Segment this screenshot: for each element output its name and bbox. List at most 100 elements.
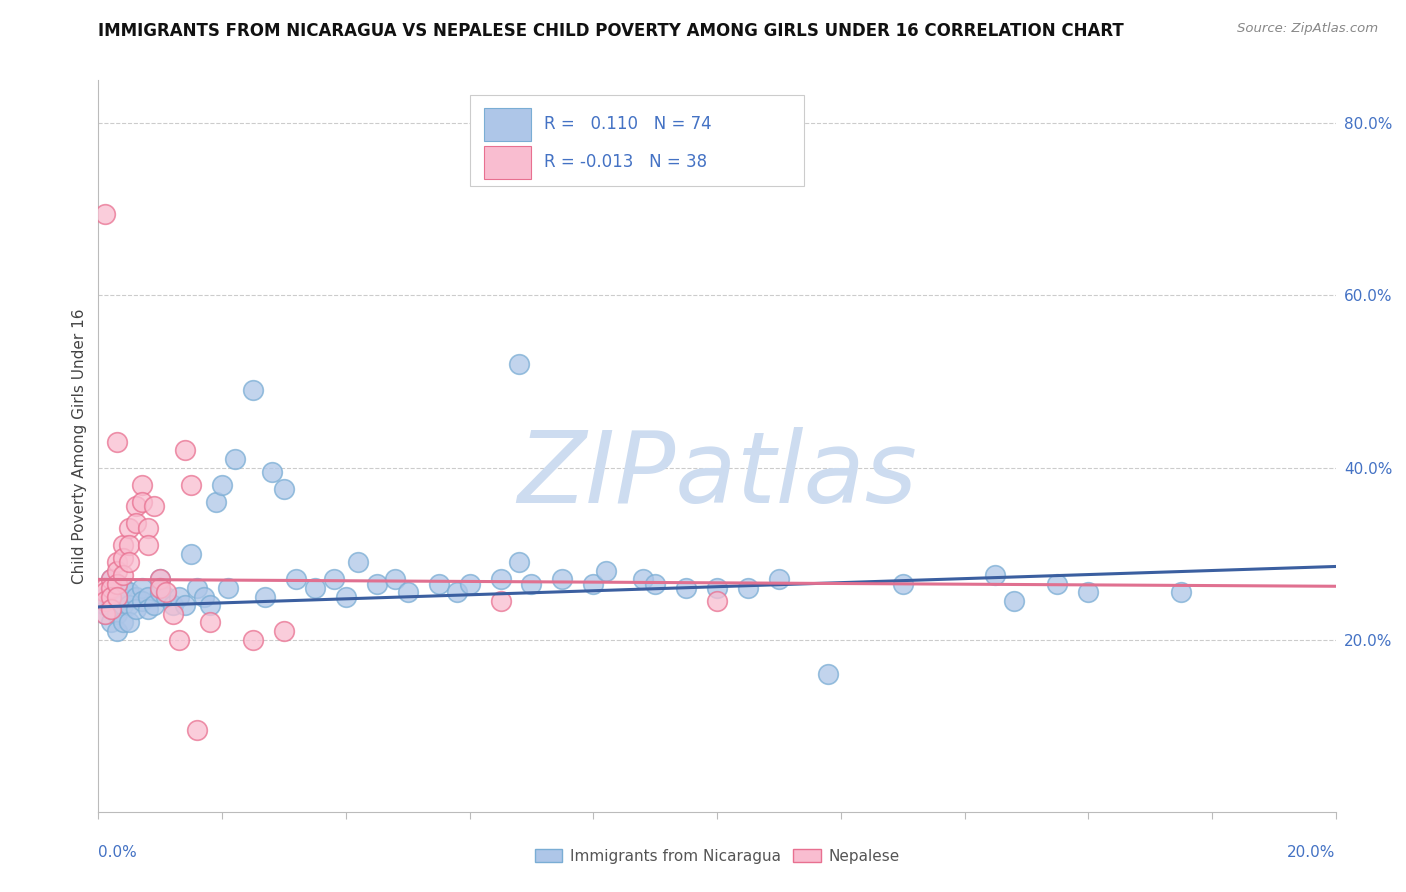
Point xyxy=(118,521,141,535)
Point xyxy=(93,581,115,595)
Point xyxy=(124,602,146,616)
Point xyxy=(174,598,197,612)
Text: R =   0.110   N = 74: R = 0.110 N = 74 xyxy=(544,115,711,133)
Point xyxy=(186,581,208,595)
Point xyxy=(508,357,530,371)
Point xyxy=(520,576,543,591)
Point xyxy=(631,573,654,587)
Point xyxy=(347,555,370,569)
Point xyxy=(706,594,728,608)
Point xyxy=(118,585,141,599)
Point xyxy=(93,585,115,599)
Point xyxy=(198,615,221,630)
Point xyxy=(489,573,512,587)
Point xyxy=(112,568,135,582)
Point xyxy=(273,482,295,496)
Point xyxy=(446,585,468,599)
Point xyxy=(582,576,605,591)
Point xyxy=(242,632,264,647)
Point xyxy=(217,581,239,595)
Point xyxy=(551,573,574,587)
Point xyxy=(273,624,295,638)
Point xyxy=(112,550,135,565)
Point xyxy=(595,564,617,578)
Point xyxy=(737,581,759,595)
Point xyxy=(193,590,215,604)
Point xyxy=(817,667,839,681)
Point xyxy=(180,547,202,561)
Point xyxy=(100,590,122,604)
Point xyxy=(93,607,115,621)
Point xyxy=(366,576,388,591)
Point xyxy=(112,581,135,595)
Point xyxy=(131,594,153,608)
Point xyxy=(100,573,122,587)
Point xyxy=(93,594,115,608)
Point xyxy=(149,581,172,595)
Point xyxy=(105,624,128,638)
Point xyxy=(100,602,122,616)
FancyBboxPatch shape xyxy=(485,146,531,179)
Point xyxy=(224,451,246,466)
Point xyxy=(149,573,172,587)
Point xyxy=(427,576,450,591)
Point xyxy=(136,602,159,616)
Point xyxy=(396,585,419,599)
Point xyxy=(155,585,177,599)
Point xyxy=(162,607,184,621)
Point xyxy=(93,598,115,612)
Point xyxy=(384,573,406,587)
Point xyxy=(136,538,159,552)
Point xyxy=(112,615,135,630)
Point xyxy=(149,573,172,587)
Point xyxy=(155,590,177,604)
Point xyxy=(167,632,190,647)
Point xyxy=(162,598,184,612)
Point xyxy=(118,615,141,630)
Point xyxy=(100,573,122,587)
Point xyxy=(1077,585,1099,599)
Point xyxy=(167,590,190,604)
Point xyxy=(260,465,283,479)
Point xyxy=(136,590,159,604)
Point xyxy=(489,594,512,608)
Point xyxy=(136,521,159,535)
Point xyxy=(180,477,202,491)
Point xyxy=(1002,594,1025,608)
Point xyxy=(174,443,197,458)
Point xyxy=(100,581,122,595)
Text: 0.0%: 0.0% xyxy=(98,845,138,860)
Point xyxy=(105,590,128,604)
Point xyxy=(131,477,153,491)
Point xyxy=(644,576,666,591)
FancyBboxPatch shape xyxy=(470,95,804,186)
Point xyxy=(118,598,141,612)
Text: ZIPatlas: ZIPatlas xyxy=(517,426,917,524)
Point xyxy=(131,495,153,509)
Point xyxy=(124,590,146,604)
Point xyxy=(100,615,122,630)
Point xyxy=(105,555,128,569)
Legend: Immigrants from Nicaragua, Nepalese: Immigrants from Nicaragua, Nepalese xyxy=(529,843,905,870)
Point xyxy=(118,555,141,569)
Point xyxy=(131,581,153,595)
Point xyxy=(242,383,264,397)
Point xyxy=(1046,576,1069,591)
Point xyxy=(93,207,115,221)
Point xyxy=(100,581,122,595)
Point xyxy=(304,581,326,595)
Text: R = -0.013   N = 38: R = -0.013 N = 38 xyxy=(544,153,707,171)
Point xyxy=(706,581,728,595)
Point xyxy=(105,564,128,578)
Point xyxy=(891,576,914,591)
Point xyxy=(93,590,115,604)
Point xyxy=(675,581,697,595)
Point xyxy=(124,500,146,514)
Text: IMMIGRANTS FROM NICARAGUA VS NEPALESE CHILD POVERTY AMONG GIRLS UNDER 16 CORRELA: IMMIGRANTS FROM NICARAGUA VS NEPALESE CH… xyxy=(98,22,1125,40)
Point xyxy=(186,723,208,737)
Point xyxy=(105,607,128,621)
Point xyxy=(112,538,135,552)
Point xyxy=(198,598,221,612)
Point xyxy=(143,500,166,514)
Point xyxy=(211,477,233,491)
